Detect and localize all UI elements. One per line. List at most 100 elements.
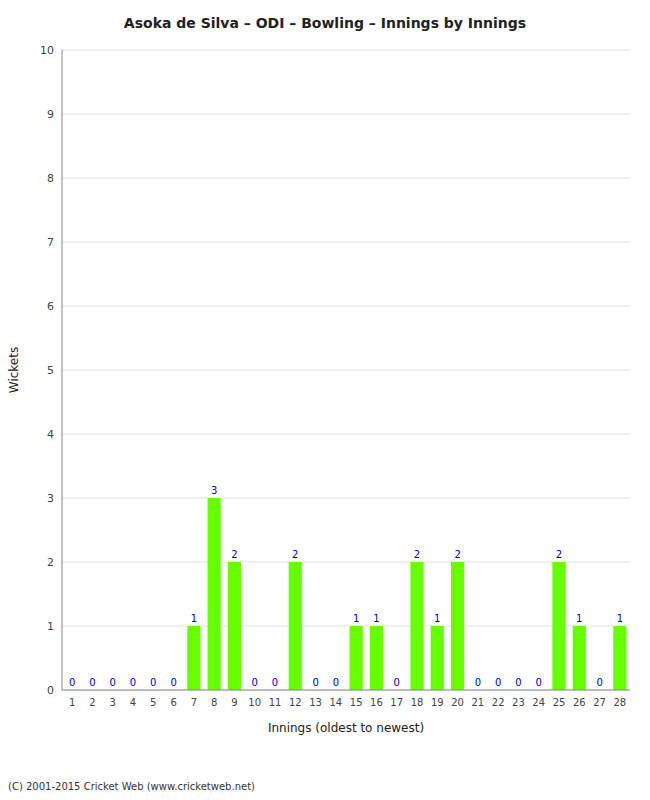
data-label: 0 <box>312 677 318 688</box>
bar <box>208 498 221 690</box>
data-label: 0 <box>110 677 116 688</box>
x-tick-label: 8 <box>211 697 217 708</box>
x-tick-label: 4 <box>130 697 136 708</box>
y-tick-label: 9 <box>47 108 54 121</box>
bar <box>350 626 363 690</box>
x-tick-label: 18 <box>411 697 424 708</box>
data-label: 3 <box>211 485 217 496</box>
y-tick-label: 1 <box>47 620 54 633</box>
data-label: 0 <box>475 677 481 688</box>
data-label: 1 <box>191 613 197 624</box>
x-tick-label: 27 <box>593 697 606 708</box>
x-tick-label: 6 <box>170 697 176 708</box>
x-tick-label: 10 <box>248 697 261 708</box>
footer: (C) 2001-2015 Cricket Web (www.cricketwe… <box>8 781 255 792</box>
x-tick-label: 11 <box>269 697 282 708</box>
data-label: 0 <box>130 677 136 688</box>
title: Asoka de Silva – ODI – Bowling – Innings… <box>124 15 526 31</box>
grid-line <box>62 178 630 179</box>
bar <box>451 562 464 690</box>
grid-line <box>62 434 630 435</box>
grid-line <box>62 626 630 627</box>
bar <box>370 626 383 690</box>
y-axis: 0 1 2 3 4 5 6 7 8 9 10 <box>40 44 54 697</box>
data-label: 2 <box>292 549 298 560</box>
y-tick-label: 5 <box>47 364 54 377</box>
data-label: 0 <box>150 677 156 688</box>
x-tick-label: 13 <box>309 697 322 708</box>
x-tick-label: 3 <box>110 697 116 708</box>
x-tick-label: 22 <box>492 697 505 708</box>
x-tick-label: 25 <box>553 697 566 708</box>
grid-line <box>62 50 630 51</box>
data-label: 0 <box>69 677 75 688</box>
x-tick-label: 23 <box>512 697 525 708</box>
data-label: 1 <box>434 613 440 624</box>
data-label: 0 <box>252 677 258 688</box>
x-tick-label: 26 <box>573 697 586 708</box>
x-tick-label: 20 <box>451 697 464 708</box>
data-label: 0 <box>515 677 521 688</box>
data-label: 0 <box>333 677 339 688</box>
x-tick-label: 2 <box>89 697 95 708</box>
x-tick-label: 24 <box>532 697 545 708</box>
x-axis-line <box>62 690 630 691</box>
x-tick-label: 12 <box>289 697 302 708</box>
grid-line <box>62 306 630 307</box>
data-label: 2 <box>414 549 420 560</box>
grid-line <box>62 498 630 499</box>
bar <box>613 626 626 690</box>
x-tick-label: 9 <box>231 697 237 708</box>
x-tick-label: 15 <box>350 697 363 708</box>
data-label: 0 <box>170 677 176 688</box>
bars <box>187 498 626 690</box>
data-label: 0 <box>272 677 278 688</box>
chart: 0123456789100000001320020011021200002101… <box>0 0 650 800</box>
y-axis-line <box>62 50 63 690</box>
data-label: 1 <box>576 613 582 624</box>
background <box>0 0 650 800</box>
y-tick-label: 0 <box>47 684 54 697</box>
y-tick-label: 6 <box>47 300 54 313</box>
x-tick-label: 7 <box>191 697 197 708</box>
bar <box>410 562 423 690</box>
x-tick-label: 28 <box>613 697 626 708</box>
y-tick-label: 10 <box>40 44 54 57</box>
bar <box>431 626 444 690</box>
data-label: 2 <box>556 549 562 560</box>
data-label: 1 <box>353 613 359 624</box>
y-axis-label: Wickets <box>7 347 21 393</box>
data-label: 1 <box>617 613 623 624</box>
data-label: 1 <box>373 613 379 624</box>
x-tick-label: 5 <box>150 697 156 708</box>
y-tick-label: 7 <box>47 236 54 249</box>
bar <box>289 562 302 690</box>
bar <box>228 562 241 690</box>
y-tick-label: 4 <box>47 428 54 441</box>
bar <box>187 626 200 690</box>
grid-line <box>62 242 630 243</box>
x-tick-label: 1 <box>69 697 75 708</box>
data-label: 0 <box>394 677 400 688</box>
grid-line <box>62 690 630 691</box>
bar <box>573 626 586 690</box>
data-label: 2 <box>231 549 237 560</box>
x-tick-label: 17 <box>390 697 403 708</box>
data-label: 0 <box>596 677 602 688</box>
y-tick-label: 3 <box>47 492 54 505</box>
grid-line <box>62 370 630 371</box>
data-label: 0 <box>495 677 501 688</box>
chart-container: 0123456789100000001320020011021200002101… <box>0 0 650 800</box>
x-tick-label: 14 <box>329 697 342 708</box>
grid <box>62 50 630 690</box>
bar <box>552 562 565 690</box>
x-tick-label: 19 <box>431 697 444 708</box>
grid-line <box>62 562 630 563</box>
data-labels: 0000001320020011021200002101 <box>69 485 623 688</box>
data-label: 0 <box>536 677 542 688</box>
x-axis: 1234567891011121314151617181920212223242… <box>69 697 626 708</box>
y-tick-label: 2 <box>47 556 54 569</box>
y-tick-label: 8 <box>47 172 54 185</box>
x-tick-label: 16 <box>370 697 383 708</box>
grid-line <box>62 114 630 115</box>
